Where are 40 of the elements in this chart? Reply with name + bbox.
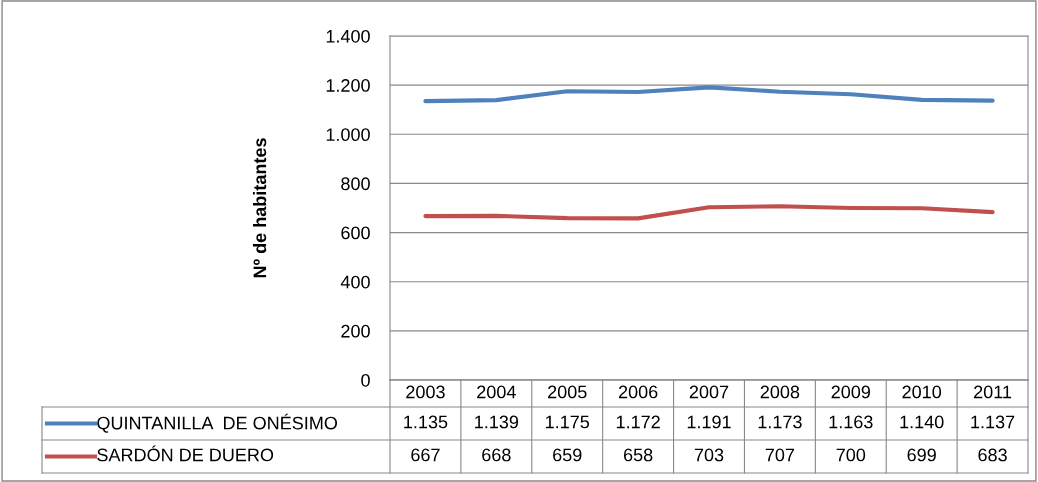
x-tick-label: 2005 xyxy=(548,385,587,399)
y-tick-label: 1.000 xyxy=(326,128,370,142)
y-tick-label: 1.200 xyxy=(326,79,370,92)
y-tick-label: 600 xyxy=(341,226,370,240)
y-tick-label: 200 xyxy=(341,324,370,338)
data-label: 659 xyxy=(553,448,582,462)
x-tick-label: 2010 xyxy=(902,385,942,399)
data-label: 1.139 xyxy=(475,415,519,429)
y-tick-label: 1.400 xyxy=(326,29,370,43)
x-tick-label: 2006 xyxy=(618,385,658,399)
data-label: 1.173 xyxy=(758,415,802,429)
data-label: 1.163 xyxy=(829,415,873,429)
data-label: 1.140 xyxy=(900,415,944,429)
line-series xyxy=(423,85,995,104)
line-series xyxy=(423,204,995,221)
y-tick-label: 400 xyxy=(340,275,370,289)
legend-label: QUINTANILLA DE ONÉSIMO xyxy=(97,413,338,433)
x-tick-label: 2004 xyxy=(477,385,516,399)
data-label: 1.137 xyxy=(971,415,1015,429)
data-label: 703 xyxy=(694,448,724,462)
x-tick-label: 2009 xyxy=(831,385,871,399)
y-axis-title: Nº de habitantes xyxy=(252,138,267,278)
data-label: 699 xyxy=(907,448,936,462)
data-label: 1.191 xyxy=(687,415,731,429)
data-label: 707 xyxy=(765,448,795,462)
data-label: 700 xyxy=(836,448,866,462)
x-tick-label: 2008 xyxy=(760,385,800,399)
x-tick-label: 2007 xyxy=(689,385,729,399)
data-label: 1.172 xyxy=(616,415,660,429)
data-label: 1.135 xyxy=(404,415,448,429)
legend-label: SARDÓN DE DUERO xyxy=(97,445,274,462)
y-tick-label: 0 xyxy=(361,373,370,387)
y-tick-label: 800 xyxy=(341,177,370,191)
data-label: 658 xyxy=(623,448,653,462)
data-label: 683 xyxy=(978,448,1007,462)
data-label: 1.175 xyxy=(546,415,590,429)
x-tick-label: 2011 xyxy=(974,385,1012,399)
data-label: 668 xyxy=(482,448,511,462)
x-tick-label: 2003 xyxy=(406,385,445,399)
data-label: 667 xyxy=(411,448,440,462)
